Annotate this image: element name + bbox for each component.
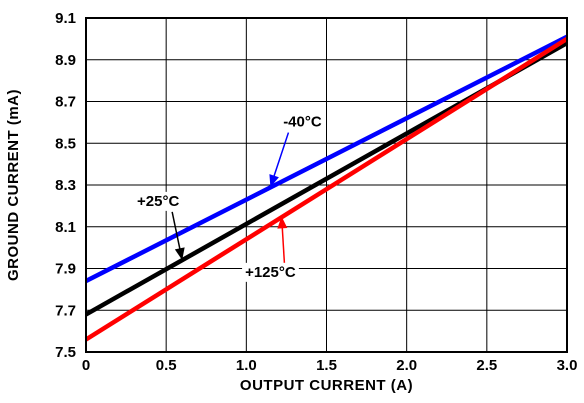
y-axis-title: GROUND CURRENT (mA) [5,89,22,281]
y-tick-label: 8.5 [55,135,76,152]
series-lines [84,34,569,342]
annotation-label: +125°C [245,264,296,281]
x-tick-labels: 0 0.5 1.0 1.5 2.0 2.5 3.0 [82,357,578,374]
annotation-label: -40°C [283,114,322,131]
annotation-label: +25°C [137,193,179,210]
annotation-label-bg [280,112,325,132]
y-tick-label: 7.5 [55,344,76,361]
y-tick-label: 8.3 [55,177,76,194]
annotation-arrowhead [269,174,279,188]
annotations: -40°C +25°C +125°C [134,112,325,282]
x-tick-label: 2.5 [476,357,497,374]
plot-frame [85,17,568,353]
x-tick-label: 1.5 [316,357,337,374]
x-tick-label: 1.0 [236,357,257,374]
y-tick-label: 8.9 [55,52,76,69]
y-tick-label: 7.9 [55,261,76,278]
y-tick-label: 8.7 [55,94,76,111]
grid [85,17,568,353]
series-line-125c [84,36,569,342]
x-tick-label: 3.0 [557,357,578,374]
x-axis-title: OUTPUT CURRENT (A) [240,377,413,394]
series-line-40c [84,34,569,284]
x-tick-label: 0.5 [156,357,177,374]
annotation-arrowhead [277,216,288,229]
y-tick-label: 7.7 [55,302,76,319]
y-tick-labels: 7.5 7.7 7.9 8.1 8.3 8.5 8.7 8.9 9.1 [55,10,76,361]
x-tick-label: 2.0 [396,357,417,374]
annotation-label-bg [242,262,299,282]
y-tick-label: 9.1 [55,10,76,27]
annotation-label-bg [134,191,183,211]
y-tick-label: 8.1 [55,219,76,236]
x-tick-label: 0 [82,357,90,374]
annotation-arrowhead [174,247,185,261]
